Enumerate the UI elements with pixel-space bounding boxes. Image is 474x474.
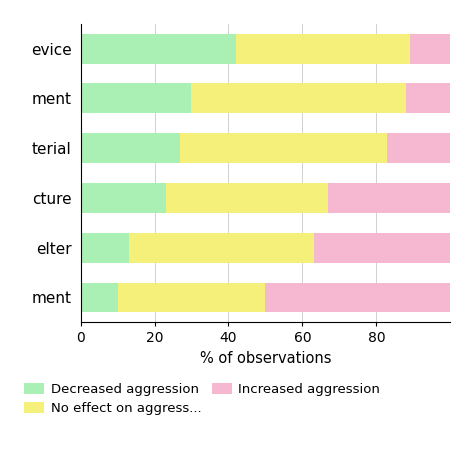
Bar bbox=[81, 133, 181, 163]
Bar bbox=[81, 233, 128, 263]
Bar bbox=[328, 183, 450, 213]
Bar bbox=[313, 233, 450, 263]
Bar bbox=[118, 283, 265, 312]
Bar bbox=[410, 34, 450, 64]
Bar bbox=[81, 183, 165, 213]
Bar bbox=[265, 283, 450, 312]
Bar bbox=[236, 34, 410, 64]
Bar bbox=[181, 133, 387, 163]
Bar bbox=[128, 233, 313, 263]
Bar bbox=[81, 283, 118, 312]
Bar bbox=[406, 83, 450, 113]
Legend: Decreased aggression, No effect on aggress..., Increased aggression: Decreased aggression, No effect on aggre… bbox=[24, 383, 380, 415]
Bar bbox=[165, 183, 328, 213]
X-axis label: % of observations: % of observations bbox=[200, 351, 331, 366]
Bar bbox=[81, 34, 236, 64]
Bar bbox=[191, 83, 406, 113]
Bar bbox=[387, 133, 450, 163]
Bar bbox=[81, 83, 191, 113]
